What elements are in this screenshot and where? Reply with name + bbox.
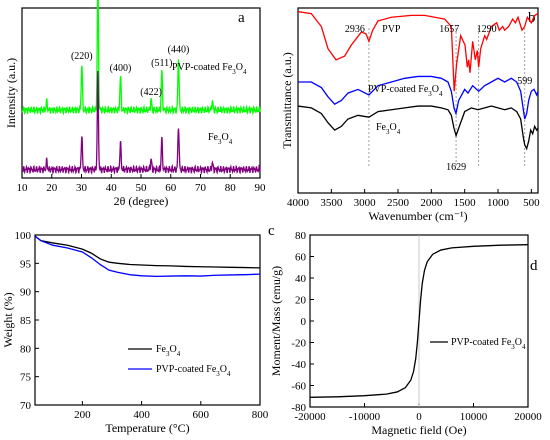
panel-a-series-label: Fe3O4: [208, 132, 233, 146]
panel-a-peak-label: (220): [71, 51, 93, 62]
panel-b-series-line: [297, 105, 539, 151]
panel-b-x-tick-label: 3500: [320, 197, 343, 209]
panel-b-letter: b: [528, 10, 536, 26]
panel-b-x-tick-label: 1000: [487, 197, 510, 209]
panel-b-annotation: 1629: [446, 162, 466, 173]
panel-a-x-axis-label: 2θ (degree): [114, 194, 169, 208]
panel-a-peak-label: (422): [140, 87, 162, 98]
panel-a-x-tick-label: 70: [195, 182, 207, 194]
panel-a-x-tick-label: 30: [76, 182, 88, 194]
panel-b-series-line: [297, 11, 539, 92]
panel-d-x-tick-label: -20000: [294, 411, 326, 423]
panel-a-x-tick-label: 40: [106, 182, 118, 194]
panel-d-y-tick-label: 0: [301, 316, 307, 328]
panel-d-series-line: [309, 244, 529, 398]
panel-b-x-tick-label: 1500: [454, 197, 477, 209]
panel-b-annotation: 2936: [345, 24, 365, 35]
panel-a-series-line: [21, 71, 261, 176]
panel-a-x-tick-label: 90: [255, 182, 267, 194]
panel-a-series-label: PVP-coated Fe3O4: [172, 62, 247, 76]
panel-c-y-tick-label: 95: [20, 258, 32, 270]
panel-a-peak-label: (511): [151, 58, 172, 69]
panel-b-annotation: 1290: [477, 24, 497, 35]
panel-b-annotation: 1657: [439, 24, 459, 35]
panel-b-x-axis-label: Wavenumber (cm⁻¹): [368, 209, 467, 223]
panel-a-x-tick-label: 50: [136, 182, 148, 194]
panel-a-y-axis-label: Intensity (a.u.): [4, 58, 18, 128]
panel-c-legend-label: Fe3O4: [156, 344, 181, 358]
panel-d-y-tick-label: 80: [295, 230, 307, 242]
panel-d-y-tick-label: 60: [295, 252, 307, 264]
panel-c-y-tick-label: 70: [20, 400, 32, 412]
panel-d-x-tick-label: 10000: [460, 411, 488, 423]
panel-c-series-line: [34, 235, 261, 278]
panel-b-series-line: [298, 75, 539, 120]
panel-c-x-tick-label: 600: [193, 409, 210, 421]
panel-a-letter: a: [238, 10, 245, 26]
panel-a-peak-label: (400): [110, 63, 132, 74]
panel-d-y-tick-label: -40: [291, 359, 306, 371]
panel-d-y-tick-label: -80: [291, 402, 306, 414]
panel-c-series-line: [34, 235, 261, 269]
panel-c-y-axis-label: Weight (%): [1, 292, 15, 347]
panel-b-annotation: PVP: [382, 24, 401, 35]
panel-c-x-axis-label: Temperature (°C): [105, 421, 189, 435]
panel-c-y-tick-label: 85: [20, 315, 32, 327]
panel-d-y-tick-label: -20: [291, 338, 306, 350]
panel-b-x-tick-label: 2000: [420, 197, 443, 209]
panel-b-annotation: 599: [517, 76, 532, 87]
panel-b-x-tick-label: 4000: [287, 197, 310, 209]
panel-b-x-tick-label: 2500: [387, 197, 410, 209]
panel-c-letter: c: [268, 223, 275, 239]
panel-c-y-tick-label: 75: [20, 372, 32, 384]
panel-b-y-axis-label: Transmittance (a.u.): [280, 52, 294, 149]
panel-c-y-tick-label: 80: [20, 343, 32, 355]
panel-d-legend-label: PVP-coated Fe3O4: [451, 337, 526, 351]
panel-a-x-tick-label: 80: [225, 182, 237, 194]
panel-c-x-tick-label: 200: [74, 409, 91, 421]
panel-a-x-tick-label: 10: [17, 182, 29, 194]
panel-d-x-axis-label: Magnetic field (Oe): [371, 423, 466, 437]
panel-c-x-tick-label: 400: [133, 409, 150, 421]
panel-d-y-tick-label: 20: [295, 295, 307, 307]
panel-d-x-tick-label: 20000: [514, 411, 542, 423]
panel-b-series-label: PVP-coated Fe3O4: [368, 84, 443, 98]
panel-c-frame: [34, 234, 261, 406]
panel-a-peak-label: (440): [168, 44, 190, 55]
panel-c-legend-label: PVP-coated Fe3O4: [156, 364, 231, 378]
panel-c-y-tick-label: 90: [20, 287, 32, 299]
panel-b-series-label: Fe3O4: [376, 122, 401, 136]
panel-d-y-axis-label: Moment/Mass (emu/g): [269, 266, 283, 376]
panel-c-x-tick-label: 800: [252, 409, 269, 421]
panel-d-x-tick-label: -10000: [349, 411, 381, 423]
panel-b-frame: [297, 7, 539, 194]
panel-d-y-tick-label: 40: [295, 273, 307, 285]
panel-a-x-tick-label: 60: [165, 182, 177, 194]
panel-b-x-tick-label: 500: [523, 197, 540, 209]
panel-b-x-tick-label: 3000: [354, 197, 377, 209]
panel-d-x-tick-label: 0: [416, 411, 422, 423]
panel-a-x-tick-label: 20: [46, 182, 58, 194]
panel-d-letter: d: [530, 258, 538, 274]
panel-c-y-tick-label: 100: [15, 230, 32, 242]
panel-d-y-tick-label: -60: [291, 381, 306, 393]
panel-a-series-line: [21, 0, 261, 116]
